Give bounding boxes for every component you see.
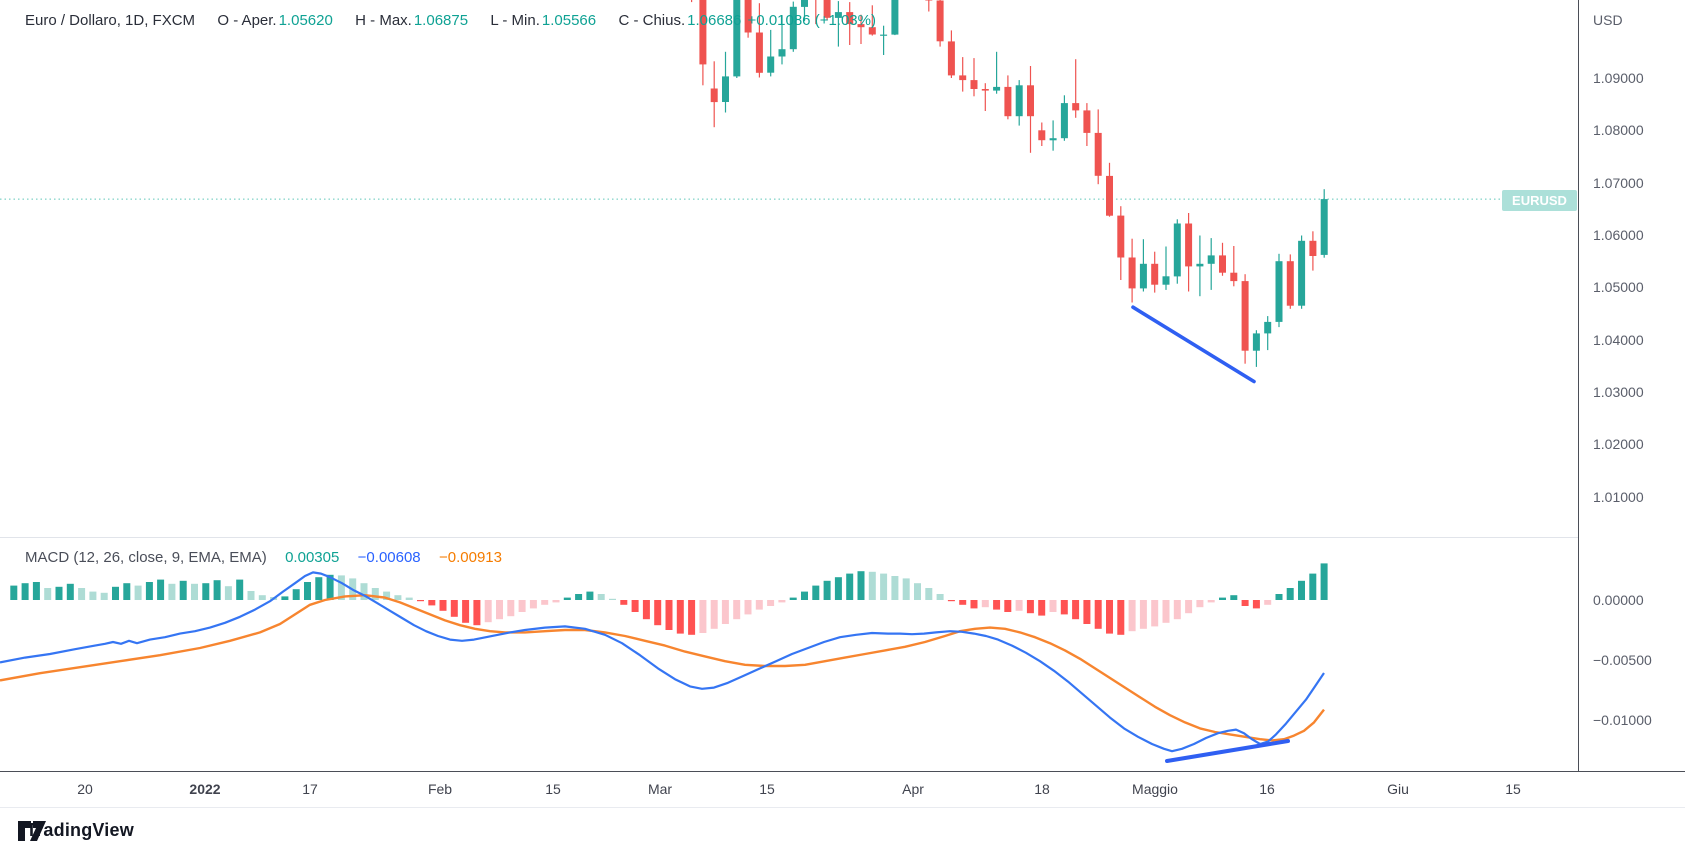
time-tick-label: Feb <box>427 781 453 797</box>
open-value: 1.05620 <box>278 12 333 29</box>
tradingview-logo-icon <box>18 820 46 841</box>
low-label: L - Min. <box>490 12 540 29</box>
time-tick-label: Mar <box>647 781 673 797</box>
time-tick-label: Maggio <box>1132 781 1178 797</box>
macd-header: MACD (12, 26, close, 9, EMA, EMA) 0.0030… <box>25 549 502 566</box>
low-value: 1.05566 <box>541 12 597 29</box>
time-tick-label: 16 <box>1259 781 1275 797</box>
price-tick-label: 1.08000 <box>1593 122 1644 139</box>
tradingview-logo[interactable]: TradingView <box>18 820 134 841</box>
close-label: C - Chius. <box>618 12 686 29</box>
symbol-title[interactable]: Euro / Dollaro, 1D, FXCM <box>25 12 196 29</box>
time-tick-label: Apr <box>902 781 924 797</box>
macd-line <box>0 571 1325 753</box>
price-tick-label: 1.04000 <box>1593 331 1644 348</box>
price-axis[interactable]: USD 1.09000 1.08000 1.07000 1.06000 1.05000 1… <box>1578 0 1685 808</box>
time-tick-label: 17 <box>302 781 318 797</box>
pane-separator[interactable] <box>0 537 1685 538</box>
time-tick-label: 20 <box>77 781 93 797</box>
price-pane-canvas[interactable] <box>0 0 1578 537</box>
macd-signal-value: −0.00913 <box>439 549 502 566</box>
macd-tick-label: −0.00500 <box>1593 652 1652 668</box>
macd-signal-line <box>0 594 1325 742</box>
time-axis[interactable]: 20 2022 17 Feb 15 Mar 15 Apr 18 Maggio 16 Giu 15 <box>0 771 1685 809</box>
time-tick-label: 15 <box>759 781 775 797</box>
macd-line-value: −0.00608 <box>357 549 421 566</box>
macd-pane-canvas[interactable] <box>0 538 1578 771</box>
price-tick-label: 1.01000 <box>1593 488 1644 505</box>
currency-label: USD <box>1593 12 1623 28</box>
axis-bottom-border <box>0 807 1685 808</box>
open-label: O - Aper. <box>217 12 277 29</box>
candlestick-series[interactable] <box>654 0 1328 367</box>
price-tick-label: 1.07000 <box>1593 174 1644 191</box>
time-tick-label: 2022 <box>189 781 221 797</box>
price-tick-label: 1.03000 <box>1593 384 1644 400</box>
macd-hist-value: 0.00305 <box>285 549 340 566</box>
time-tick-label: 15 <box>1505 781 1521 797</box>
macd-tick-label: 0.00000 <box>1593 592 1644 608</box>
macd-tick-label: −0.01000 <box>1593 712 1652 728</box>
price-tick-label: 1.02000 <box>1593 436 1644 453</box>
high-label: H - Max. <box>355 12 412 29</box>
trendline-macd[interactable] <box>1165 739 1290 763</box>
tradingview-logo-text: TradingView <box>26 820 134 840</box>
close-value: 1.06686 <box>687 12 742 29</box>
macd-histogram <box>10 563 1328 635</box>
time-tick-label: Giu <box>1387 781 1409 797</box>
symbol-price-badge: EURUSD <box>1502 190 1577 211</box>
trendline-main[interactable] <box>1131 305 1256 384</box>
time-tick-label: 18 <box>1034 781 1050 797</box>
change-value: +0.01086 (+1.03%) <box>747 12 876 29</box>
price-tick-label: 1.09000 <box>1593 70 1644 86</box>
macd-label[interactable]: MACD (12, 26, close, 9, EMA, EMA) <box>25 549 267 566</box>
symbol-header: Euro / Dollaro, 1D, FXCM O - Aper. 1.0562… <box>25 12 878 29</box>
price-tick-label: 1.05000 <box>1593 279 1644 296</box>
price-tick-label: 1.06000 <box>1593 227 1644 243</box>
time-tick-label: 15 <box>545 781 561 797</box>
high-value: 1.06875 <box>413 12 469 29</box>
